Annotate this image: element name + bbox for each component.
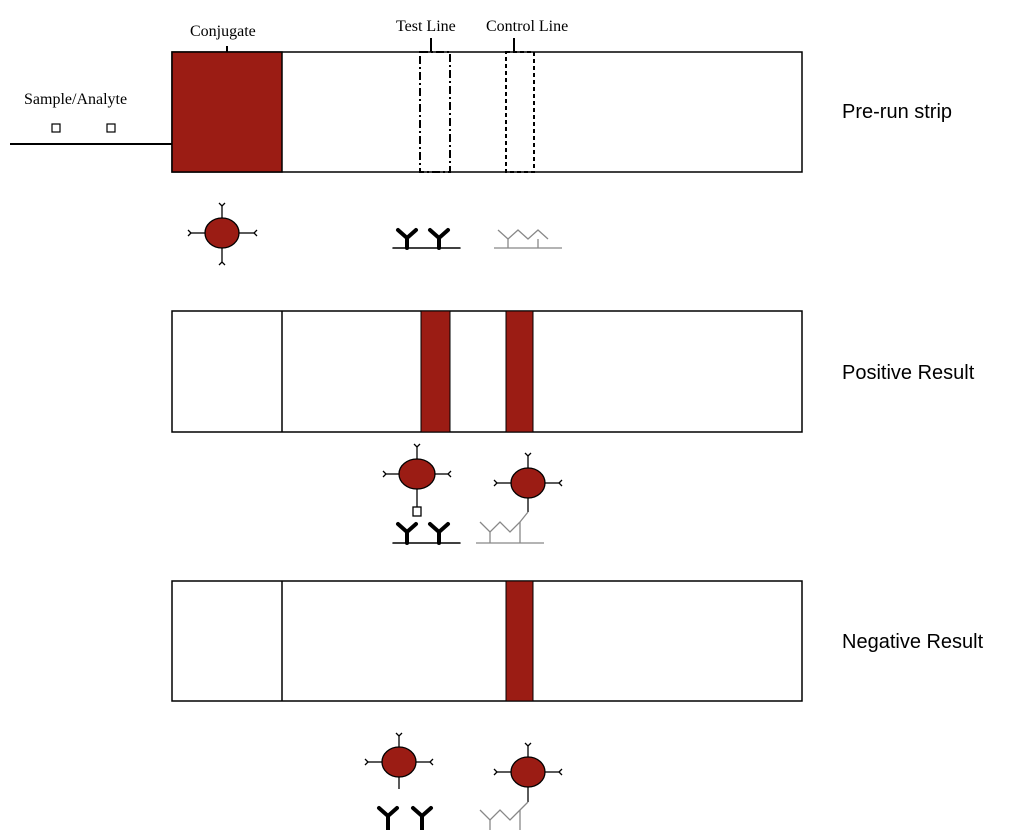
strip-body (171, 580, 803, 702)
control-line-antibodies-positive (476, 511, 544, 544)
strip-body (171, 310, 803, 433)
control-line-antibodies-negative (479, 801, 529, 830)
control-line-antibodies (494, 229, 562, 249)
analyte-square (51, 123, 61, 133)
free-conjugate (364, 732, 434, 789)
bound-conjugate-control-negative (493, 742, 563, 802)
strip-caption-pre-run: Pre-run strip (842, 101, 952, 123)
conjugate-particle (187, 202, 258, 266)
pre-run-strip (171, 51, 803, 173)
negative-strip (171, 580, 803, 702)
test-line-antibodies-positive (392, 522, 461, 545)
test-line-label: Test Line (396, 18, 456, 35)
test-line-antibodies (392, 228, 461, 250)
test-line-band (420, 310, 451, 433)
test-line-antibodies-negative (377, 806, 433, 830)
control-line-label: Control Line (486, 18, 568, 35)
conjugate-pad (171, 51, 283, 173)
test-line-zone (419, 51, 451, 173)
positive-strip (171, 310, 803, 433)
control-line-zone (505, 51, 535, 173)
bound-conjugate-test (382, 443, 452, 517)
strip-caption-positive: Positive Result (842, 362, 975, 384)
strip-caption-negative: Negative Result (842, 631, 984, 653)
control-line-band (505, 580, 534, 702)
sample-analyte-label: Sample/Analyte (24, 91, 127, 108)
conjugate-label: Conjugate (190, 23, 256, 40)
bound-conjugate-control (493, 452, 563, 512)
control-line-band (505, 310, 534, 433)
analyte-square (106, 123, 116, 133)
